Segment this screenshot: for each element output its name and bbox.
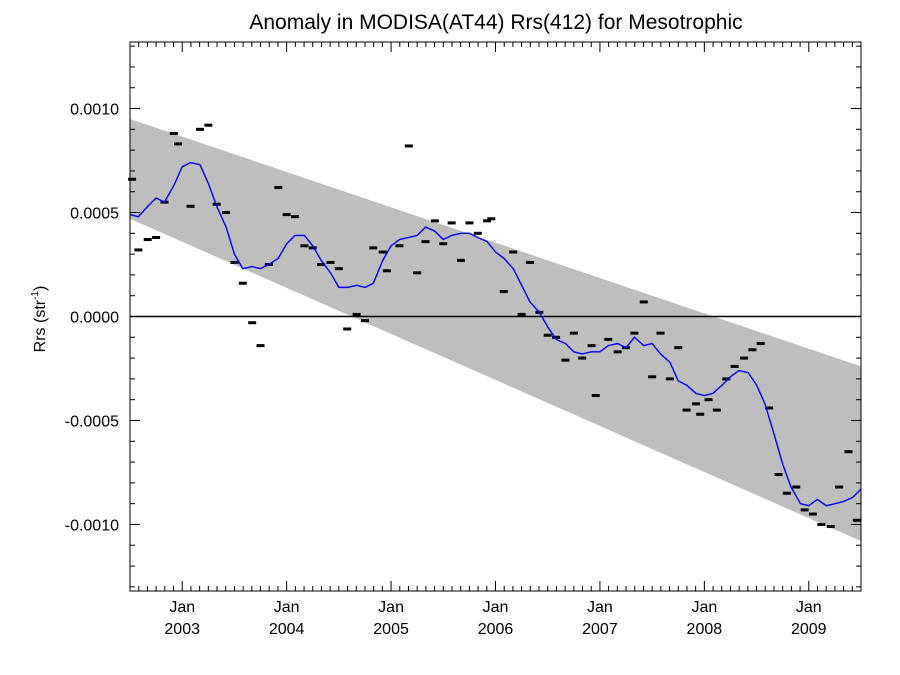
- y-tick-labels: 0.0010 0.0005 0.0000 -0.0005 -0.0010: [65, 102, 119, 535]
- y-axis-label-sup: -1: [30, 291, 41, 300]
- x-tick-label-year: 2008: [687, 621, 723, 638]
- y-tick-label: 0.0005: [70, 206, 119, 223]
- x-tick-label-year: 2003: [164, 621, 200, 638]
- anomaly-markers: [128, 123, 861, 529]
- x-tick-label-month: Jan: [274, 599, 300, 616]
- x-tick-label-year: 2006: [478, 621, 514, 638]
- y-axis-label-base: Rrs (str: [32, 299, 49, 352]
- y-axis-label: Rrs (str-1): [30, 286, 49, 353]
- smoothed-anomaly-line: [129, 161, 862, 507]
- x-tick-labels: Jan 2003 Jan 2004 Jan 2005 Jan 2006 Jan 2007 Jan 20…: [164, 599, 826, 638]
- x-tick-label-year: 2004: [269, 621, 305, 638]
- y-axis-label-tail: ): [32, 286, 49, 291]
- x-tick-label-month: Jan: [378, 599, 404, 616]
- axis-ticks: [129, 42, 862, 591]
- x-tick-label-year: 2009: [791, 621, 827, 638]
- y-tick-label: 0.0010: [70, 102, 119, 119]
- x-tick-label-year: 2007: [582, 621, 618, 638]
- y-tick-label: 0.0000: [70, 310, 119, 327]
- y-tick-label: -0.0010: [65, 517, 119, 534]
- trend-band: [130, 118, 861, 542]
- x-tick-label-month: Jan: [796, 599, 822, 616]
- x-tick-label-year: 2005: [373, 621, 409, 638]
- y-tick-label: -0.0005: [65, 413, 119, 430]
- x-tick-label-month: Jan: [483, 599, 509, 616]
- x-tick-label-month: Jan: [169, 599, 195, 616]
- x-tick-label-month: Jan: [691, 599, 717, 616]
- plot-area: [128, 41, 862, 592]
- chart-title: Anomaly in MODISA(AT44) Rrs(412) for Mes…: [249, 11, 742, 34]
- x-tick-label-month: Jan: [587, 599, 613, 616]
